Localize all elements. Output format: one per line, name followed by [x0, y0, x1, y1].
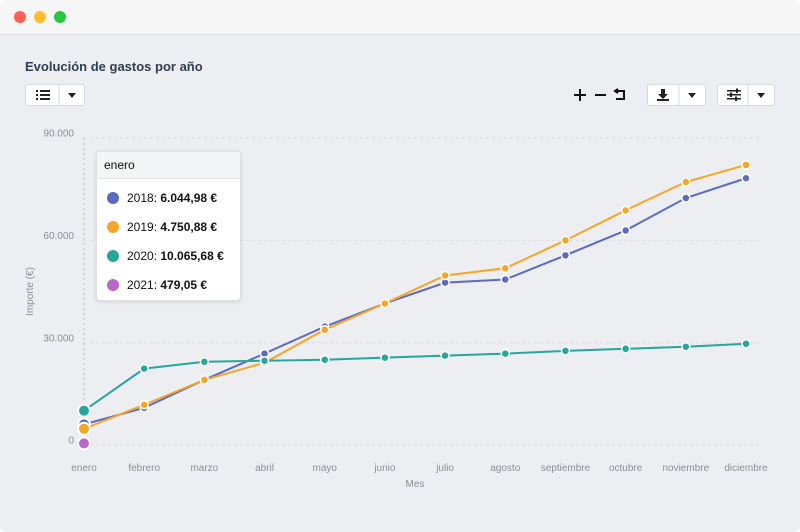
series-line [83, 163, 747, 430]
data-point [259, 355, 270, 366]
data-point [319, 324, 330, 335]
data-point [681, 342, 691, 352]
data-point [620, 225, 631, 236]
data-point [440, 350, 450, 361]
x-tick-label: abril [255, 463, 274, 474]
x-tick-label: enero [71, 463, 97, 474]
data-point [500, 263, 511, 274]
tooltip-row: 202010.065,68 € [107, 248, 224, 264]
y-axis-label: Importe (€) [25, 267, 36, 316]
settings-button[interactable] [717, 84, 775, 106]
settings-icon [727, 85, 765, 105]
data-point [560, 235, 571, 246]
legend-label: 2018 [127, 191, 160, 205]
close-button[interactable] [14, 11, 26, 23]
y-tick-label: 90.000 [43, 129, 74, 140]
data-point [199, 357, 210, 367]
data-point [500, 348, 511, 359]
menu-button[interactable] [25, 84, 85, 106]
y-tick-label: 60.000 [43, 231, 74, 242]
data-point [77, 403, 91, 418]
data-point [741, 173, 751, 184]
download-button[interactable] [647, 84, 706, 106]
data-point [139, 399, 149, 410]
data-point [741, 338, 751, 349]
data-point [319, 354, 330, 365]
tooltip-title: enero [97, 152, 240, 179]
tooltip-row: 20186.044,98 € [107, 190, 217, 206]
x-tick-label: mayo [313, 463, 338, 474]
legend-label: 2020 [127, 249, 160, 263]
series-line [83, 342, 747, 412]
tooltip-value: 6.044,98 € [160, 191, 218, 205]
x-tick-label: julio [435, 463, 454, 474]
tooltip-value: 4.750,88 € [160, 220, 218, 234]
x-tick-label: febrero [128, 463, 160, 474]
tooltip-value: 10.065,68 € [160, 249, 224, 263]
x-tick-label: diciembre [724, 463, 768, 474]
legend-swatch [107, 279, 119, 291]
x-tick-label: noviembre [662, 463, 709, 474]
data-point [440, 270, 450, 281]
data-point [380, 298, 390, 309]
data-point [500, 274, 511, 285]
x-tick-label: septiembre [541, 463, 591, 474]
data-point [681, 177, 691, 187]
minimize-button[interactable] [34, 11, 46, 23]
data-point [681, 193, 691, 203]
zoom-tools[interactable] [570, 86, 632, 104]
title-bar [0, 0, 800, 35]
data-point [560, 250, 571, 261]
x-tick-label: octubre [609, 463, 643, 474]
maximize-button[interactable] [54, 11, 66, 23]
data-point [620, 205, 631, 216]
download-icon [657, 85, 696, 105]
data-point [77, 436, 91, 451]
data-point [77, 421, 91, 436]
data-point [199, 375, 210, 385]
y-tick-label: 30.000 [43, 333, 74, 344]
legend-label: 2021 [127, 278, 160, 292]
chart-title: Evolución de gastos por año [25, 59, 203, 74]
y-tick-label: 0 [68, 436, 74, 447]
tooltip-row: 2021479,05 € [107, 277, 207, 293]
data-point [139, 363, 149, 374]
tooltip-value: 479,05 € [160, 278, 208, 292]
tooltip: enero 20186.044,98 € 20194.750,88 € 202010… [96, 151, 241, 301]
x-tick-label: marzo [190, 463, 218, 474]
x-tick-label: agosto [490, 463, 520, 474]
legend-label: 2019 [127, 220, 160, 234]
x-axis-label: Mes [406, 479, 425, 490]
data-point [380, 352, 390, 363]
legend-swatch [107, 250, 119, 262]
legend-swatch [107, 192, 119, 204]
legend-swatch [107, 221, 119, 233]
data-point [620, 344, 631, 354]
tooltip-row: 20194.750,88 € [107, 219, 217, 235]
data-point [741, 160, 751, 170]
menu-icon [36, 85, 76, 105]
x-tick-label: junio [373, 463, 396, 474]
data-point [560, 346, 571, 356]
